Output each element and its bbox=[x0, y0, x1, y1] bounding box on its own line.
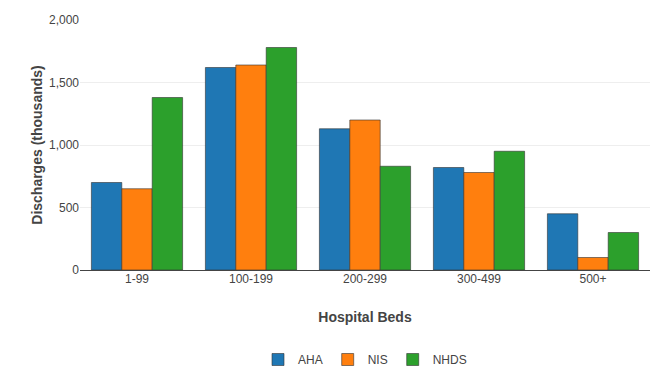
svg-text:200-299: 200-299 bbox=[343, 272, 387, 286]
svg-text:Discharges (thousands): Discharges (thousands) bbox=[29, 65, 45, 224]
svg-text:1,000: 1,000 bbox=[49, 138, 79, 152]
svg-text:2,000: 2,000 bbox=[49, 13, 79, 27]
svg-text:1-99: 1-99 bbox=[125, 272, 149, 286]
svg-text:AHA: AHA bbox=[298, 353, 323, 367]
svg-text:300-499: 300-499 bbox=[457, 272, 501, 286]
svg-text:500: 500 bbox=[59, 201, 79, 215]
svg-text:NHDS: NHDS bbox=[433, 353, 467, 367]
svg-text:500+: 500+ bbox=[579, 272, 606, 286]
svg-text:Hospital Beds: Hospital Beds bbox=[318, 309, 412, 325]
svg-text:NIS: NIS bbox=[368, 353, 388, 367]
svg-text:0: 0 bbox=[72, 263, 79, 277]
svg-text:100-199: 100-199 bbox=[229, 272, 273, 286]
svg-text:1,500: 1,500 bbox=[49, 76, 79, 90]
